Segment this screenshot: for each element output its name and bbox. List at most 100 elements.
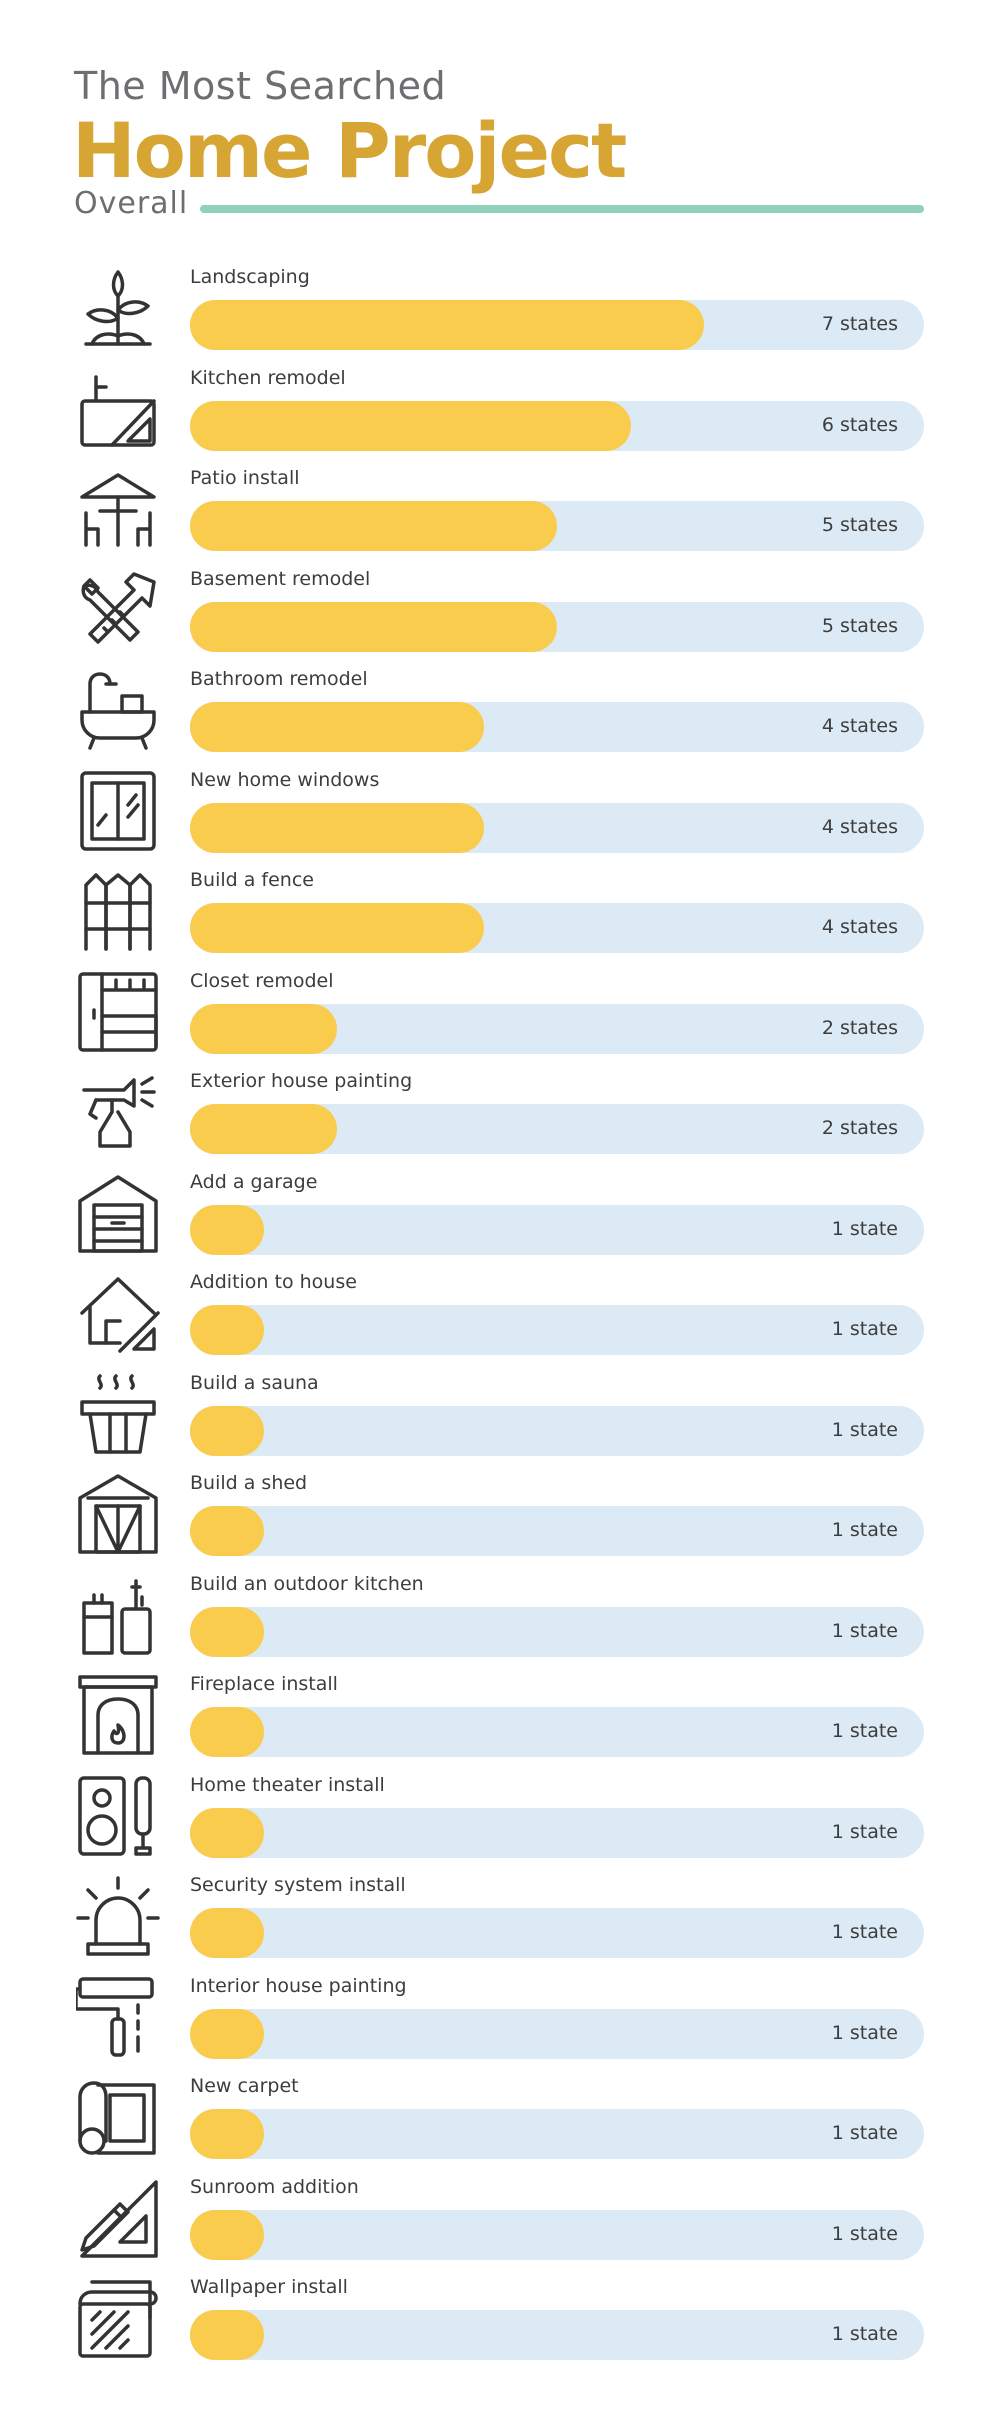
kitchen-sink-icon: [76, 367, 160, 451]
bar: [190, 501, 557, 551]
paint-roller-icon: [74, 1975, 160, 2059]
bar: [190, 1908, 264, 1958]
chart-row: Patio install 5 states: [0, 463, 1000, 563]
patio-umbrella-icon: [76, 467, 160, 551]
bar: [190, 1003, 337, 1054]
bar-value-label: 1 state: [831, 2222, 898, 2245]
bar: [190, 601, 557, 652]
carpet-roll-icon: [76, 2075, 160, 2159]
bar-label: Closet remodel: [190, 969, 334, 992]
wallpaper-icon: [76, 2276, 160, 2360]
bar-track: 1 state: [190, 1606, 924, 1657]
bar-track: 5 states: [190, 501, 924, 551]
bar-value-label: 1 state: [831, 1519, 898, 1541]
chart-row: Home theater install 1 state: [0, 1770, 1000, 1870]
bar-value-label: 1 state: [831, 2122, 898, 2144]
bar-track: 6 states: [190, 400, 924, 451]
chart-row: Build a shed 1 state: [0, 1468, 1000, 1568]
chart-row: Addition to house 1 state: [0, 1267, 1000, 1367]
spray-bottle-icon: [76, 1070, 160, 1154]
bar-label: Exterior house painting: [190, 1070, 413, 1092]
bar-track: 4 states: [190, 903, 924, 953]
bar-label: Basement remodel: [190, 567, 371, 590]
bar-track: 5 states: [190, 601, 924, 652]
bar-label: Kitchen remodel: [190, 366, 346, 389]
bar-value-label: 1 state: [831, 2021, 898, 2044]
bar: [190, 2008, 264, 2059]
bar-label: Sunroom addition: [190, 2175, 359, 2198]
bar-label: Patio install: [190, 467, 300, 489]
bar-label: Build a sauna: [190, 1371, 319, 1394]
bar-value-label: 1 state: [831, 1619, 898, 1642]
chart-row: Landscaping 7 states: [0, 262, 1000, 362]
bar-track: 1 state: [190, 2310, 924, 2360]
chart-row: New home windows 4 states: [0, 765, 1000, 865]
bar-label: Wallpaper install: [190, 2276, 348, 2298]
bar: [190, 1204, 264, 1255]
bar: [190, 300, 704, 350]
bar-value-label: 1 state: [831, 1921, 898, 1943]
bar-track: 7 states: [190, 300, 924, 350]
bar-value-label: 2 states: [821, 1117, 898, 1139]
sauna-icon: [76, 1372, 160, 1456]
bar-track: 2 states: [190, 1003, 924, 1054]
chart-row: Basement remodel 5 states: [0, 564, 1000, 664]
chart-row: Wallpaper install 1 state: [0, 2272, 1000, 2372]
bar-value-label: 1 state: [831, 1720, 898, 1742]
chart-row: Build an outdoor kitchen 1 state: [0, 1569, 1000, 1669]
bar-label: Landscaping: [190, 266, 310, 288]
section-divider: [200, 205, 924, 213]
bar-track: 1 state: [190, 2109, 924, 2159]
bar-value-label: 1 state: [831, 1820, 898, 1843]
chart-row: Kitchen remodel 6 states: [0, 363, 1000, 463]
bar-value-label: 1 state: [831, 1217, 898, 1240]
bar: [190, 702, 484, 752]
outdoor-kitchen-icon: [76, 1573, 160, 1657]
bar-value-label: 4 states: [821, 815, 898, 838]
bar: [190, 1707, 264, 1757]
bar-track: 2 states: [190, 1104, 924, 1154]
chart-row: Interior house painting 1 state: [0, 1971, 1000, 2071]
bar: [190, 1305, 264, 1355]
bar-track: 1 state: [190, 1908, 924, 1958]
bar-track: 1 state: [190, 2008, 924, 2059]
bar: [190, 400, 631, 451]
shed-icon: [76, 1472, 160, 1556]
bar-value-label: 1 state: [831, 1418, 898, 1441]
house-addition-icon: [76, 1271, 160, 1355]
alarm-icon: [76, 1874, 160, 1958]
bar: [190, 1405, 264, 1456]
bar-value-label: 4 states: [821, 715, 898, 737]
window-icon: [76, 769, 160, 853]
bar: [190, 1807, 264, 1858]
bar-track: 4 states: [190, 802, 924, 853]
chart-row: Bathroom remodel 4 states: [0, 664, 1000, 764]
bar-value-label: 4 states: [821, 916, 898, 938]
bar-label: New carpet: [190, 2075, 299, 2097]
bar: [190, 1104, 337, 1154]
chart-subtitle: The Most Searched: [74, 64, 447, 108]
bar-label: Add a garage: [190, 1170, 318, 1193]
bar-label: Build a shed: [190, 1472, 308, 1494]
chart-row: Build a sauna 1 state: [0, 1368, 1000, 1468]
bar-label: Build an outdoor kitchen: [190, 1572, 424, 1595]
bar-track: 1 state: [190, 1707, 924, 1757]
bar-track: 1 state: [190, 1807, 924, 1858]
bar-label: Fireplace install: [190, 1673, 338, 1695]
chart-row: New carpet 1 state: [0, 2071, 1000, 2171]
bar-value-label: 1 state: [831, 2323, 898, 2345]
bar-value-label: 5 states: [821, 514, 898, 536]
chart-row: Closet remodel 2 states: [0, 966, 1000, 1066]
bar: [190, 1606, 264, 1657]
bar-label: New home windows: [190, 768, 380, 791]
bar-track: 1 state: [190, 1405, 924, 1456]
bar-label: Home theater install: [190, 1773, 385, 1796]
garage-icon: [76, 1171, 160, 1255]
chart-row: Fireplace install 1 state: [0, 1669, 1000, 1769]
bar-track: 1 state: [190, 2209, 924, 2260]
plant-icon: [76, 266, 160, 350]
bar-track: 1 state: [190, 1305, 924, 1355]
bathtub-icon: [76, 668, 160, 752]
bar-label: Security system install: [190, 1874, 406, 1896]
bar-track: 4 states: [190, 702, 924, 752]
